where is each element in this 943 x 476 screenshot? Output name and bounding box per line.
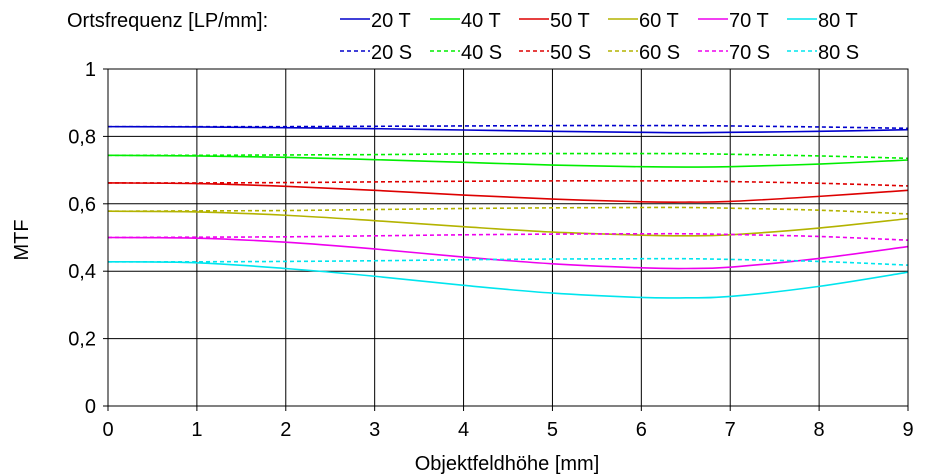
axes: 0 1 2 3 4 5 6 7 8 9 0 0,2 0,4 0,6 0,8 1 <box>68 59 913 441</box>
y-tick-label: 1 <box>85 59 96 81</box>
legend-label: 20 S <box>371 42 412 64</box>
legend-label: 70 S <box>729 42 770 64</box>
y-tick-label: 0 <box>85 396 96 418</box>
series-line-20-t <box>107 125 909 134</box>
series-line-70-t <box>107 236 909 270</box>
series-line-80-t <box>107 260 909 299</box>
series-line-60-s <box>107 206 909 215</box>
series-line-50-t <box>107 182 909 203</box>
legend-label: 70 T <box>729 10 769 32</box>
x-tick-label: 8 <box>814 419 825 441</box>
legend-label: 80 T <box>818 10 858 32</box>
x-tick-label: 3 <box>369 419 380 441</box>
y-tick-label: 0,8 <box>68 126 96 148</box>
series-line-20-s <box>108 124 909 130</box>
legend-title: Ortsfrequenz [LP/mm]: <box>67 10 268 32</box>
x-tick-label: 1 <box>191 419 202 441</box>
legend-label: 40 T <box>461 10 501 32</box>
legend-label: 20 T <box>371 10 411 32</box>
series-line-70-s <box>107 232 909 241</box>
legend: Ortsfrequenz [LP/mm]: 20 T 40 T 50 T 60 T 70… <box>67 10 859 64</box>
legend-label: 50 S <box>550 42 591 64</box>
series-line-80-s <box>107 257 909 266</box>
plot-frame <box>107 68 909 407</box>
x-tick-label: 4 <box>458 419 469 441</box>
x-tick-label: 6 <box>636 419 647 441</box>
series-line-40-s <box>107 152 909 160</box>
legend-label: 50 T <box>550 10 590 32</box>
x-tick-label: 5 <box>547 419 558 441</box>
legend-label: 80 S <box>818 42 859 64</box>
x-tick-label: 0 <box>102 419 113 441</box>
y-tick-label: 0,6 <box>68 194 96 216</box>
x-tick-label: 2 <box>280 419 291 441</box>
series-line-50-s <box>107 180 909 187</box>
x-axis-label: Objektfeldhöhe [mm] <box>415 453 600 475</box>
legend-label: 40 S <box>461 42 502 64</box>
series-line-40-t <box>107 154 909 168</box>
y-tick-label: 0,2 <box>68 329 96 351</box>
y-tick-label: 0,4 <box>68 261 96 283</box>
legend-label: 60 T <box>639 10 679 32</box>
legend-label: 60 S <box>639 42 680 64</box>
x-tick-label: 7 <box>725 419 736 441</box>
x-tick-label: 9 <box>902 419 913 441</box>
series-layer <box>107 124 909 299</box>
y-axis-label: MTF <box>11 219 33 260</box>
grid <box>108 69 908 406</box>
series-line-60-t <box>107 210 909 237</box>
